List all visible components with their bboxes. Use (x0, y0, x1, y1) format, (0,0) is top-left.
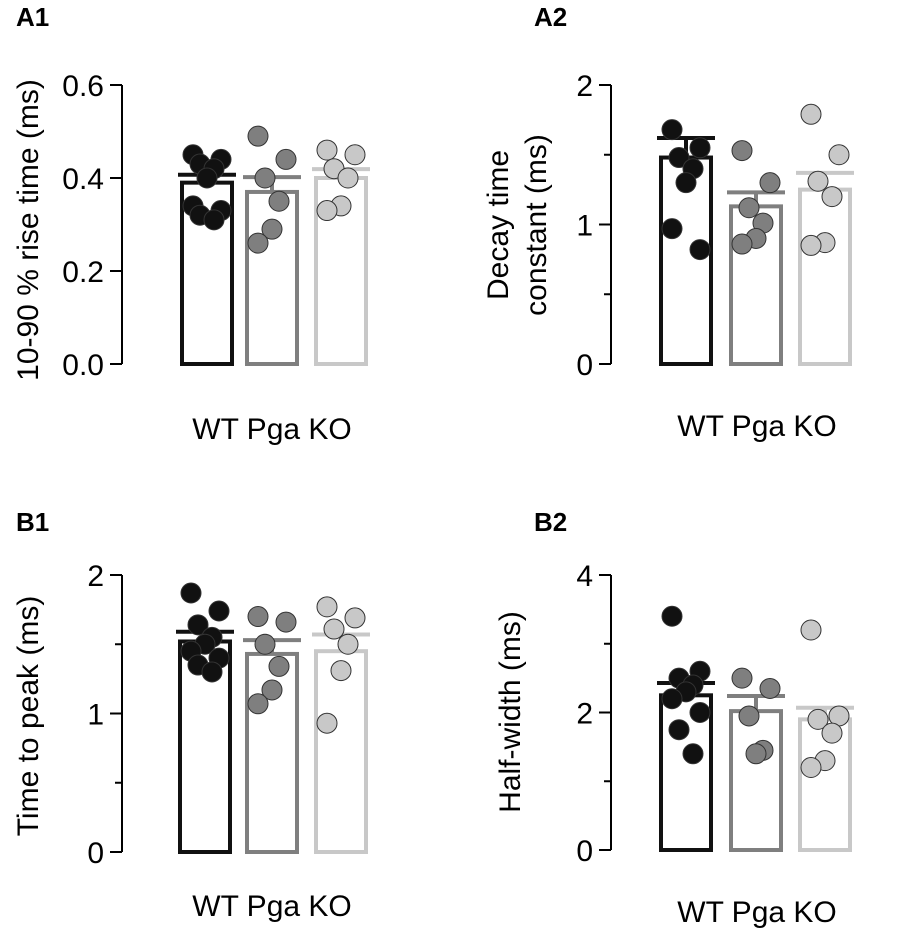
panel-b2: B2 Half-width (ms) WT Pga KO 0 2 4 (494, 507, 854, 929)
data-point-a2-pga (731, 233, 753, 255)
data-point-b1-ko (323, 618, 345, 640)
data-point-a2-wt (689, 137, 711, 159)
data-point-a1-ko (344, 144, 366, 166)
bar-b2-pga (729, 709, 783, 852)
x-axis-title-a1: WT Pga KO (192, 413, 352, 446)
plot-area-a2: 0 1 2 (576, 70, 854, 382)
data-point-a2-pga (738, 197, 760, 219)
plot-area-b1: 0 1 2 (87, 560, 370, 870)
y-axis-title-b2: Half-width (ms) (494, 611, 527, 813)
y-tick-label-a1: 0.4 (62, 163, 104, 196)
data-point-a2-ko (800, 234, 822, 256)
y-tick-label-a2: 0 (576, 349, 593, 382)
data-point-a1-ko (316, 200, 338, 222)
y-tick-label-b1: 2 (87, 560, 104, 593)
panel-a1: A1 10-90 % rise time (ms) WT Pga KO 0.00… (12, 2, 370, 446)
data-point-a2-ko (821, 186, 843, 208)
y-tick-label-b1: 0 (87, 837, 104, 870)
y-tick-label-b2: 2 (576, 698, 593, 731)
data-point-b1-ko (344, 607, 366, 629)
y-axis-title-a2-line1: Decay time (482, 150, 515, 300)
panel-label-b2: B2 (534, 507, 567, 537)
data-point-b2-ko (800, 619, 822, 641)
y-axis-title-b1: Time to peak (ms) (12, 596, 45, 837)
data-point-b2-ko (807, 708, 829, 730)
data-point-a2-wt (661, 119, 683, 141)
data-point-b1-wt (208, 600, 230, 622)
data-point-a1-pga (254, 167, 276, 189)
data-point-b1-ko (337, 633, 359, 655)
data-point-a1-pga (247, 125, 269, 147)
y-tick-label-b1: 1 (87, 699, 104, 732)
y-tick-label-a1: 0.0 (62, 349, 104, 382)
bar-a2-ko (798, 187, 852, 366)
data-point-b2-pga (738, 705, 760, 727)
data-point-a1-pga (261, 218, 283, 240)
data-point-a1-ko (337, 167, 359, 189)
data-point-b2-pga (759, 677, 781, 699)
data-point-b1-wt (187, 614, 209, 636)
data-point-b2-ko (821, 722, 843, 744)
data-point-a1-ko (316, 139, 338, 161)
x-axis-title-b1: WT Pga KO (192, 890, 352, 923)
panel-label-a1: A1 (16, 2, 49, 32)
panel-a2: A2 Decay time constant (ms) WT Pga KO 0 1… (482, 2, 854, 443)
data-point-a1-wt (196, 167, 218, 189)
data-point-b1-pga (254, 633, 276, 655)
y-tick-label-a2: 1 (576, 210, 593, 243)
y-tick-label-a1: 0.2 (62, 256, 104, 289)
data-point-b2-wt (661, 688, 683, 710)
data-point-a1-pga (275, 148, 297, 170)
plot-area-a1: 0.0 0.2 0.4 0.6 (62, 70, 370, 382)
data-point-a2-wt (668, 147, 690, 169)
y-tick-label-b2: 0 (576, 835, 593, 868)
y-tick-label-a2: 2 (576, 70, 593, 103)
data-point-b1-pga (268, 655, 290, 677)
data-point-b2-pga (731, 667, 753, 689)
data-point-b2-wt (661, 605, 683, 627)
data-point-b1-wt (180, 582, 202, 604)
data-point-a2-ko (800, 103, 822, 125)
data-point-b1-wt (201, 661, 223, 683)
y-axis-title-a1: 10-90 % rise time (ms) (12, 79, 45, 381)
data-point-b1-ko (316, 712, 338, 734)
x-axis-title-b2: WT Pga KO (677, 896, 837, 929)
data-point-a2-pga (731, 140, 753, 162)
data-point-a2-wt (675, 172, 697, 194)
data-point-a2-wt (661, 218, 683, 240)
data-point-b1-pga (247, 606, 269, 628)
data-point-b2-wt (682, 743, 704, 765)
data-point-a2-ko (828, 144, 850, 166)
x-axis-title-a2: WT Pga KO (677, 410, 837, 443)
data-point-b1-pga (275, 611, 297, 633)
panel-label-b1: B1 (16, 507, 49, 537)
data-point-b1-pga (247, 693, 269, 715)
plot-area-b2: 0 2 4 (576, 560, 854, 868)
y-tick-label-a1: 0.6 (62, 70, 104, 103)
data-point-b2-wt (689, 702, 711, 723)
data-point-a2-ko (807, 170, 829, 192)
y-tick-label-b2: 4 (576, 560, 593, 593)
y-axis-title-a2-line2: constant (ms) (520, 134, 553, 316)
bar-b1-ko (314, 649, 368, 854)
data-point-a2-wt (689, 239, 711, 261)
data-point-b2-wt (668, 719, 690, 741)
panel-label-a2: A2 (534, 2, 567, 32)
data-point-a1-pga (247, 232, 269, 254)
data-point-b2-pga (745, 743, 767, 765)
panel-b1: B1 Time to peak (ms) WT Pga KO 0 1 2 (12, 507, 370, 923)
bar-a1-pga (245, 189, 299, 366)
data-point-b2-ko (800, 757, 822, 778)
data-point-b1-ko (316, 596, 338, 618)
data-point-a1-wt (203, 209, 225, 231)
data-point-a1-pga (268, 190, 290, 212)
data-point-a2-pga (759, 172, 781, 194)
data-point-b1-pga (261, 679, 283, 701)
data-point-b1-ko (330, 660, 352, 682)
